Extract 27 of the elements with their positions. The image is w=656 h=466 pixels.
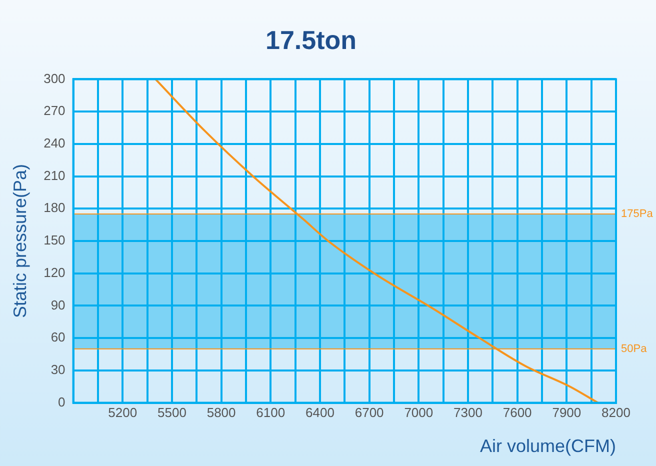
x-tick-label: 5500 [158, 405, 186, 420]
y-tick-label: 150 [44, 232, 66, 248]
ref-line-label: 175Pa [621, 208, 654, 220]
x-tick-label: 6700 [354, 405, 384, 420]
y-tick-label: 210 [44, 168, 66, 183]
y-tick-label: 270 [44, 103, 66, 118]
x-axis-title: Air volume(CFM) [480, 436, 616, 456]
y-tick-label: 90 [50, 297, 66, 312]
y-axis-title: Static pressure(Pa) [10, 164, 30, 318]
x-tick-label: 7300 [454, 405, 482, 420]
y-tick-label: 240 [44, 136, 66, 150]
x-tick-label: 7900 [552, 405, 582, 420]
x-tick-label: 6400 [306, 405, 334, 420]
chart-title: 17.5ton [265, 24, 357, 55]
y-tick-label: 30 [50, 362, 66, 378]
y-tick-label: 180 [44, 200, 66, 216]
x-tick-label: 6100 [256, 405, 286, 420]
y-tick-label: 120 [44, 264, 66, 280]
y-tick-label: 60 [50, 330, 66, 345]
x-tick-label: 8200 [602, 405, 630, 420]
y-tick-label: 0 [58, 394, 66, 410]
y-tick-label: 300 [44, 70, 66, 86]
x-tick-label: 7000 [404, 405, 434, 420]
x-tick-label: 5200 [108, 405, 138, 420]
ref-line-label: 50Pa [621, 342, 648, 355]
x-tick-label: 5800 [206, 405, 236, 420]
x-tick-label: 7600 [502, 405, 532, 420]
